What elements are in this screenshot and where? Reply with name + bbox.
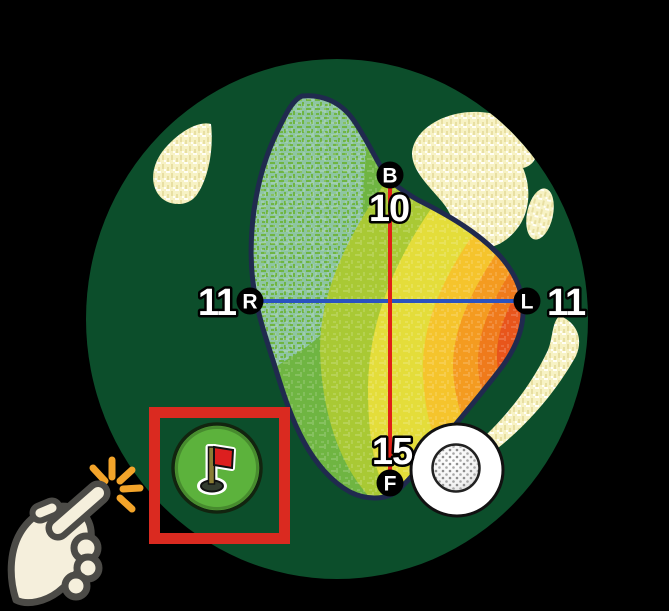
bunker-left [153,123,212,205]
marker-left-letter: R [242,291,257,314]
pin-flag-icon [197,444,236,495]
marker-front-distance: 15 [372,431,413,473]
marker-right-letter: L [521,291,534,314]
flag-cloth [213,445,235,470]
marker-left-badge [236,287,264,315]
marker-back: B 10 [366,161,413,233]
flag-button-inner-ring [175,426,259,510]
marker-front-letter: F [384,473,397,496]
pin-flag-button[interactable] [171,422,263,514]
hand-knuckle-3 [61,571,91,601]
bunker-right-small [526,188,554,240]
marker-right: L 11 [513,280,590,327]
marker-back-badge [376,161,404,189]
tap-rays-icon [89,456,144,513]
bunker-bottom-right-strip [482,316,580,451]
selection-highlight-box [149,407,290,544]
marker-back-letter: B [382,165,397,188]
golf-ball-icon [409,422,505,518]
marker-right-badge [513,287,541,315]
marker-front-badge [376,469,404,497]
marker-left: 11 R [195,280,264,327]
marker-front: 15 F [369,429,416,497]
ball-dimples [434,446,478,490]
marker-back-distance: 10 [369,188,409,230]
marker-right-distance: 11 [547,282,586,324]
tap-hand-icon [7,456,144,607]
thumb [35,503,57,518]
bunker-top-right [411,111,537,248]
index-finger [52,487,104,534]
marker-left-distance: 11 [198,282,237,324]
